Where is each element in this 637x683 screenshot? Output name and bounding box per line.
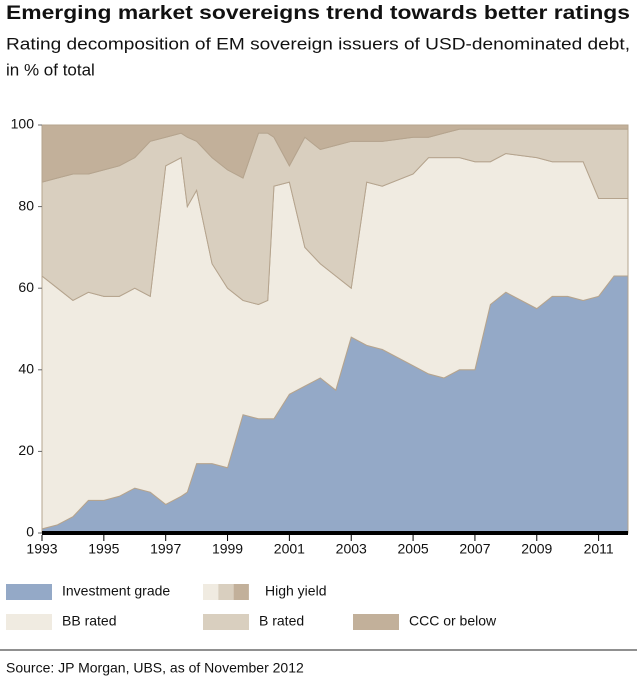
legend-swatch: [6, 584, 52, 600]
legend-swatch: [203, 584, 219, 600]
legend-label: B rated: [259, 613, 304, 629]
y-tick-label: 40: [18, 361, 34, 377]
x-tick-label: 1997: [150, 541, 181, 557]
source: Source: JP Morgan, UBS, as of November 2…: [6, 660, 304, 676]
legend-swatch: [203, 614, 249, 630]
legend-label: Investment grade: [62, 583, 170, 599]
chart-subtitle: Rating decomposition of EM sovereign iss…: [6, 34, 630, 53]
legend-swatch: [233, 584, 249, 600]
x-tick-label: 1999: [212, 541, 243, 557]
legend-label: CCC or below: [409, 613, 497, 629]
x-tick-label: 2011: [584, 541, 614, 557]
y-tick-label: 100: [11, 116, 35, 132]
x-tick-label: 2007: [459, 541, 490, 557]
area: [41, 124, 629, 183]
x-tick-label: 2001: [274, 541, 305, 557]
legend-swatch: [6, 614, 52, 630]
legend-label: High yield: [265, 583, 326, 599]
legend-label: BB rated: [62, 613, 116, 629]
y-tick-label: 60: [18, 279, 34, 295]
chart-title: Emerging market sovereigns trend towards…: [6, 3, 630, 24]
legend-swatch: [353, 614, 399, 630]
y-tick-label: 0: [26, 524, 34, 540]
y-tick-label: 20: [18, 442, 34, 458]
x-tick-label: 1993: [26, 541, 57, 557]
y-tick-label: 80: [18, 197, 34, 213]
x-tick-label: 2003: [336, 541, 367, 557]
x-tick-label: 1995: [88, 541, 119, 557]
x-tick-label: 2009: [521, 541, 552, 557]
legend-swatch: [218, 584, 234, 600]
x-tick-label: 2005: [398, 541, 429, 557]
chart-subtitle: in % of total: [6, 60, 95, 79]
